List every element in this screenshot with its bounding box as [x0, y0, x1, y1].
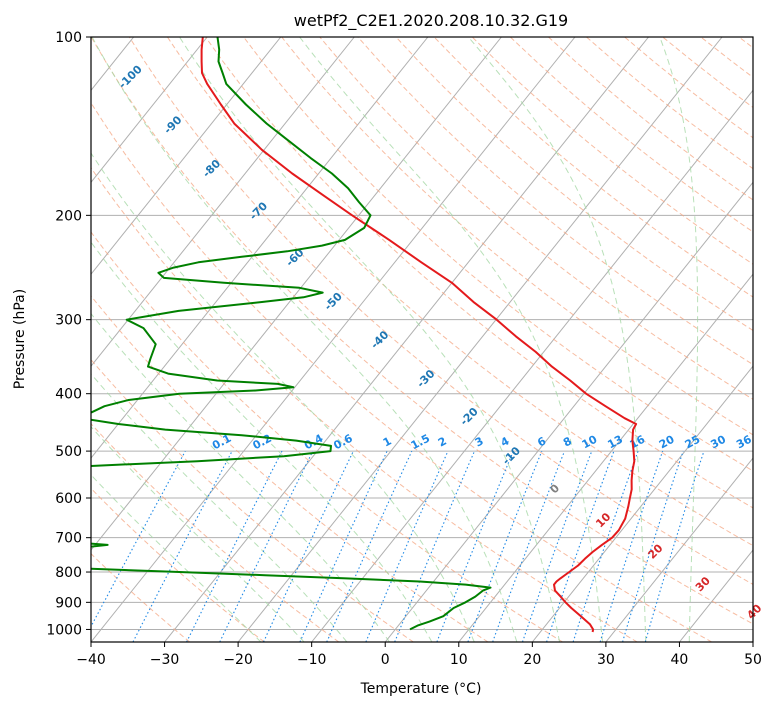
x-tick-label: 40	[671, 652, 689, 668]
dry-adiabat	[91, 553, 191, 642]
x-tick-label: −40	[76, 652, 106, 668]
mixing-ratio-label: 25	[683, 433, 703, 452]
mixing-ratio-line	[91, 450, 186, 628]
y-tick-label: 300	[55, 313, 82, 329]
dry-adiabats	[91, 37, 753, 642]
y-tick-label: 200	[55, 208, 82, 224]
temperature-line	[200, 37, 638, 633]
isotherm-line	[458, 273, 753, 642]
x-tick-label: 10	[450, 652, 468, 668]
isotherm-line	[91, 37, 429, 459]
x-tick-label: −10	[297, 652, 327, 668]
mixing-ratio-label: 30	[708, 433, 728, 452]
moist-adiabat	[299, 37, 603, 642]
x-tick-label: 30	[597, 652, 615, 668]
isotherm-line	[91, 37, 576, 642]
isotherm-line	[384, 181, 753, 642]
moist-adiabat	[91, 312, 390, 642]
dry-adiabat	[91, 295, 489, 642]
dry-adiabat	[91, 101, 713, 642]
mixing-ratio-label: 36	[734, 433, 754, 452]
y-tick-label: 600	[55, 491, 82, 507]
dry-adiabat	[395, 37, 753, 332]
y-axis-label: Pressure (hPa)	[12, 289, 28, 389]
mixing-ratio-lines	[91, 450, 705, 642]
isotherm-line	[91, 37, 502, 551]
moist-adiabat	[91, 152, 475, 642]
isotherm-line	[0, 37, 60, 642]
mixing-ratio-line	[394, 450, 476, 642]
isotherm-line	[91, 37, 208, 184]
dewpoint-line	[91, 37, 492, 631]
mixing-ratio-line	[467, 450, 543, 642]
plot-frame	[90, 36, 754, 643]
isotherm-line	[605, 457, 753, 642]
mixing-ratio-label: 20	[657, 433, 677, 452]
dry-adiabat	[91, 358, 414, 642]
mixing-ratio-line	[599, 450, 664, 642]
mixing-ratio-line	[436, 450, 514, 642]
sounding-series	[91, 37, 638, 633]
moist-adiabat	[91, 474, 262, 642]
y-tick-label: 100	[55, 30, 82, 46]
mixing-ratio-line	[521, 450, 593, 642]
y-axis-ticks: 100 200 300 400 500 600 700 800 900 1000	[46, 30, 91, 638]
moist-adiabats	[91, 37, 699, 642]
moist-adiabat	[91, 373, 348, 642]
dry-adiabat	[91, 166, 638, 642]
x-tick-label: −20	[223, 652, 253, 668]
dry-adiabat	[205, 37, 753, 509]
moist-adiabat	[179, 37, 561, 642]
isotherm-line	[164, 37, 649, 642]
dry-adiabat	[91, 37, 753, 625]
x-axis-ticks: −40 −30 −20 −10 0 10 20 30 40 50	[76, 642, 762, 668]
x-axis-label: Temperature (°C)	[360, 681, 482, 697]
mixing-ratio-label: 13	[605, 433, 625, 452]
isotherm-line	[752, 641, 753, 642]
dry-adiabat	[281, 37, 753, 436]
isotherm-line	[237, 37, 723, 642]
moist-adiabat	[468, 37, 647, 642]
y-tick-label: 1000	[46, 622, 82, 638]
dry-adiabat	[128, 37, 753, 585]
moist-adiabat	[91, 241, 433, 642]
y-tick-label: 700	[55, 531, 82, 547]
mixing-ratio-line	[326, 450, 413, 642]
isotherm-line	[531, 365, 753, 642]
dry-adiabat	[357, 37, 753, 366]
mixing-ratio-line	[365, 450, 449, 642]
mixing-ratio-line	[572, 450, 639, 642]
y-tick-label: 500	[55, 444, 82, 460]
x-tick-label: 50	[744, 652, 762, 668]
x-tick-label: 0	[381, 652, 390, 668]
y-tick-label: 400	[55, 387, 82, 403]
mixing-ratio-line	[186, 450, 283, 642]
dry-adiabat	[91, 487, 265, 642]
x-tick-label: 20	[523, 652, 541, 668]
moist-adiabat	[91, 37, 518, 642]
mixing-ratio-label: 10	[580, 433, 600, 452]
x-tick-label: −30	[150, 652, 180, 668]
y-tick-label: 900	[55, 595, 82, 611]
mixing-ratio-line	[546, 450, 615, 642]
dry-adiabat	[243, 37, 753, 472]
isotherm-line	[91, 37, 282, 276]
dry-adiabat	[166, 37, 753, 547]
y-tick-label: 800	[55, 565, 82, 581]
mixing-ratio-line	[644, 450, 705, 642]
mixing-ratio-line	[492, 450, 566, 642]
chart-title: wetPf2_C2E1.2020.208.10.32.G19	[294, 11, 568, 31]
dry-adiabat	[91, 423, 340, 642]
mixing-ratio-line	[219, 450, 314, 642]
mixing-ratio-line	[622, 450, 684, 642]
moist-adiabat	[659, 37, 699, 642]
